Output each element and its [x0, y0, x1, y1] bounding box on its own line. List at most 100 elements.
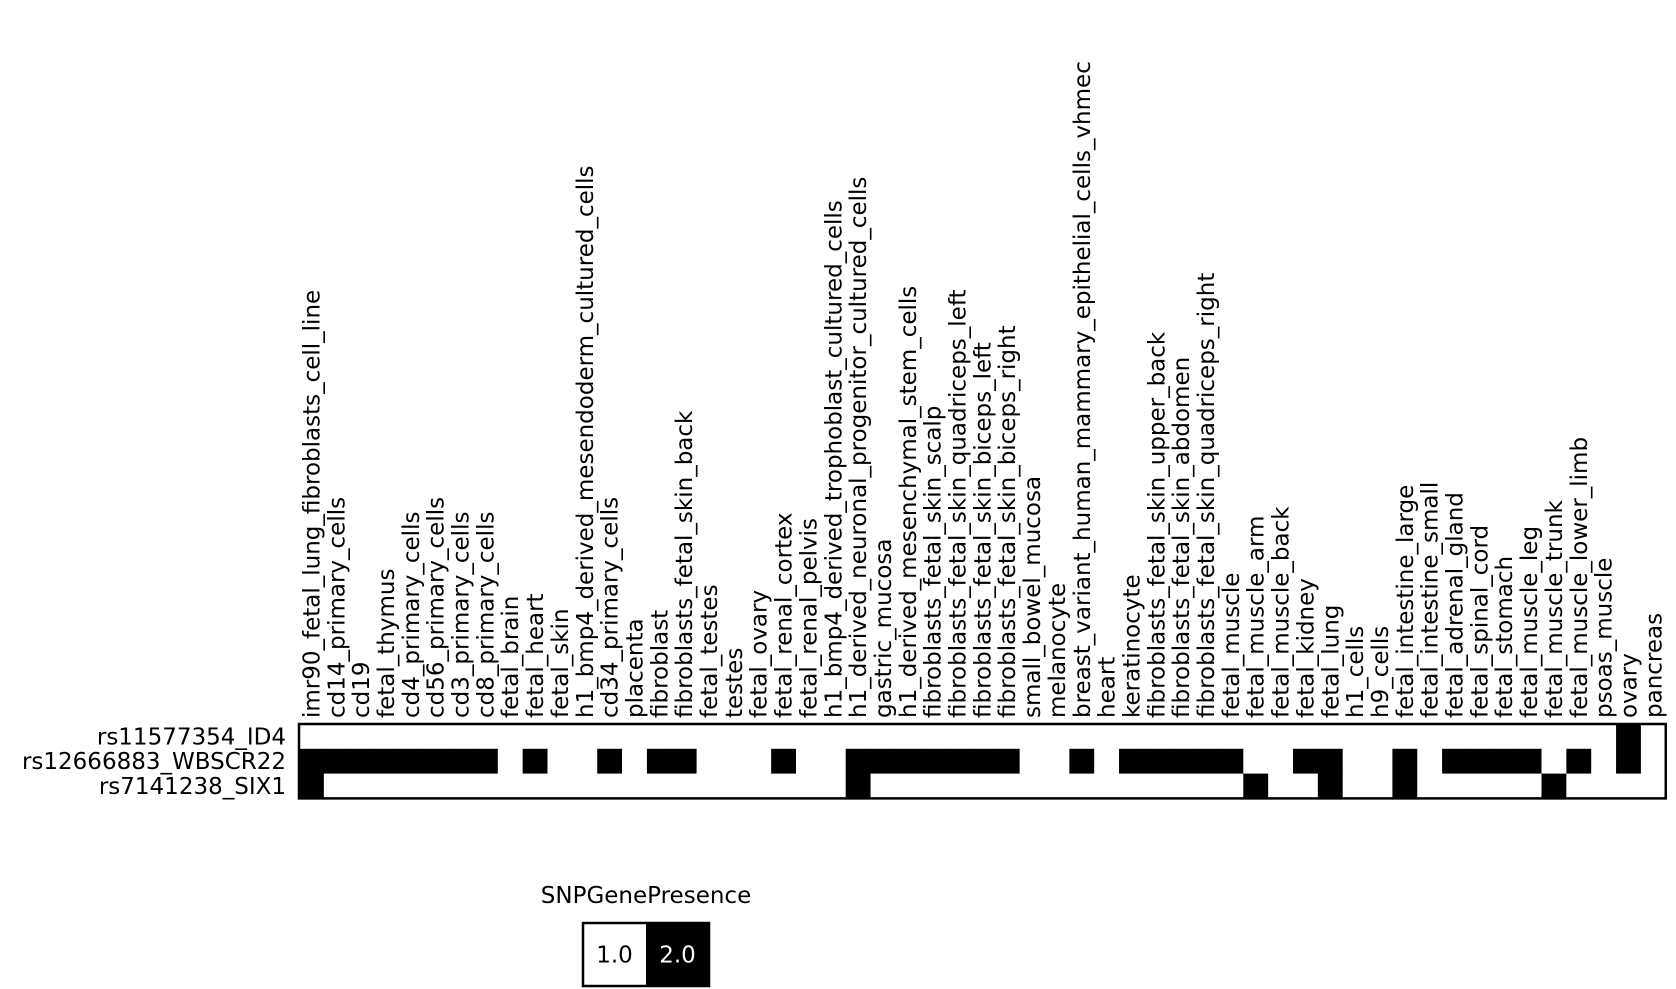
- column-label: ovary: [1616, 653, 1642, 718]
- column-label: h1_bmp4_derived_trophoblast_cultured_cel…: [821, 200, 847, 718]
- heatmap-cell: [1317, 773, 1344, 799]
- heatmap-cell: [1541, 773, 1567, 799]
- heatmap-cell: [1417, 748, 1443, 774]
- heatmap-cell: [895, 773, 921, 799]
- heatmap-cell: [299, 748, 325, 774]
- heatmap-cell: [1367, 773, 1393, 799]
- heatmap-cell: [845, 724, 871, 750]
- heatmap-cell: [721, 773, 747, 799]
- heatmap-cell: [448, 748, 474, 774]
- column-label: fetal_renal_cortex: [772, 513, 798, 718]
- heatmap-cell: [746, 748, 772, 774]
- column-label: cd56_primary_cells: [424, 497, 450, 718]
- column-label: pancreas: [1641, 613, 1667, 718]
- heatmap-cell: [1094, 748, 1120, 774]
- heatmap-cell: [696, 748, 722, 774]
- heatmap-cell: [696, 773, 722, 799]
- heatmap-cell: [1442, 748, 1468, 774]
- heatmap-cell: [398, 773, 424, 799]
- heatmap-cell: [497, 748, 524, 774]
- heatmap-cell: [920, 748, 946, 774]
- heatmap-cell: [1442, 724, 1468, 750]
- heatmap-cell: [1069, 773, 1095, 799]
- heatmap-cell: [994, 724, 1021, 750]
- heatmap-cell: [1094, 724, 1120, 750]
- heatmap-cell: [895, 724, 921, 750]
- column-label: fetal_lung: [1318, 605, 1344, 718]
- legend: SNPGenePresence 1.0 2.0: [541, 883, 751, 988]
- column-label: fetal_kidney: [1293, 578, 1319, 718]
- legend-title: SNPGenePresence: [541, 883, 751, 909]
- heatmap-cell: [1591, 724, 1617, 750]
- heatmap-cell: [820, 773, 847, 799]
- heatmap-cell: [671, 748, 697, 774]
- heatmap-cell: [1392, 724, 1418, 750]
- column-label: fibroblasts_fetal_skin_quadriceps_right: [1194, 273, 1220, 718]
- column-label: cd14_primary_cells: [324, 497, 350, 718]
- heatmap-cell: [323, 773, 350, 799]
- heatmap-cell: [423, 748, 449, 774]
- heatmap-cell: [1069, 724, 1095, 750]
- heatmap-cell: [1218, 773, 1244, 799]
- column-label: fibroblasts_fetal_skin_abdomen: [1169, 357, 1195, 718]
- heatmap-cell: [696, 724, 722, 750]
- column-label: h1_cells: [1343, 626, 1369, 718]
- heatmap-cell: [497, 773, 524, 799]
- heatmap-cell: [969, 773, 996, 799]
- row-label: rs11577354_ID4: [97, 724, 286, 750]
- heatmap-cell: [1044, 748, 1070, 774]
- heatmap-cell: [945, 748, 971, 774]
- heatmap-cell: [945, 724, 971, 750]
- heatmap-cell: [1367, 724, 1393, 750]
- heatmap-cell: [1342, 773, 1368, 799]
- column-label: fetal_heart: [523, 593, 549, 718]
- heatmap-cell: [1019, 724, 1045, 750]
- heatmap-cell: [572, 724, 598, 750]
- heatmap-cell: [771, 724, 797, 750]
- heatmap-cell: [1143, 773, 1170, 799]
- column-label: heart: [1095, 657, 1121, 718]
- column-label: fetal_testes: [697, 584, 723, 718]
- heatmap-cell: [622, 724, 648, 750]
- column-label: fetal_ovary: [747, 590, 773, 718]
- column-label: h1_derived_mesenchymal_stem_cells: [896, 286, 922, 718]
- heatmap-cell: [1616, 724, 1642, 750]
- heatmap-cell: [746, 724, 772, 750]
- heatmap-cell: [1342, 724, 1368, 750]
- heatmap-cell: [348, 724, 374, 750]
- heatmap-cell: [1640, 724, 1667, 750]
- heatmap-cell: [1417, 724, 1443, 750]
- heatmap-cell: [1268, 773, 1294, 799]
- row-label: rs12666883_WBSCR22: [22, 749, 286, 775]
- column-label: fetal_spinal_cord: [1467, 525, 1493, 718]
- column-label: fetal_muscle_leg: [1517, 526, 1543, 718]
- heatmap-cell: [1069, 748, 1095, 774]
- column-label: h1_derived_neuronal_progenitor_cultured_…: [846, 177, 872, 718]
- heatmap-cell: [1367, 748, 1393, 774]
- column-label: fetal_muscle_arm: [1244, 516, 1270, 718]
- heatmap-cell: [497, 724, 524, 750]
- heatmap-cell: [1566, 773, 1592, 799]
- column-label: fetal_stomach: [1492, 556, 1518, 718]
- heatmap-cell: [1044, 773, 1070, 799]
- heatmap-cell: [348, 773, 374, 799]
- heatmap-cell: [1640, 748, 1667, 774]
- heatmap-cell: [1143, 748, 1170, 774]
- heatmap-cell: [870, 773, 896, 799]
- heatmap-cell: [994, 773, 1021, 799]
- heatmap-cell: [373, 748, 399, 774]
- column-label: fetal_muscle: [1219, 573, 1245, 718]
- heatmap-cell: [1516, 724, 1542, 750]
- heatmap-cell: [1616, 748, 1642, 774]
- column-label: fibroblasts_fetal_skin_scalp: [921, 406, 947, 718]
- heatmap-cell: [1168, 748, 1194, 774]
- heatmap-cell: [423, 724, 449, 750]
- heatmap-cell: [1218, 748, 1244, 774]
- heatmap-cell: [348, 748, 374, 774]
- heatmap-cell: [323, 748, 350, 774]
- column-label: h1_bmp4_derived_mesendoderm_cultured_cel…: [573, 165, 599, 718]
- heatmap-cell: [1516, 748, 1542, 774]
- heatmap-cell: [472, 773, 499, 799]
- column-label: cd19: [349, 661, 375, 718]
